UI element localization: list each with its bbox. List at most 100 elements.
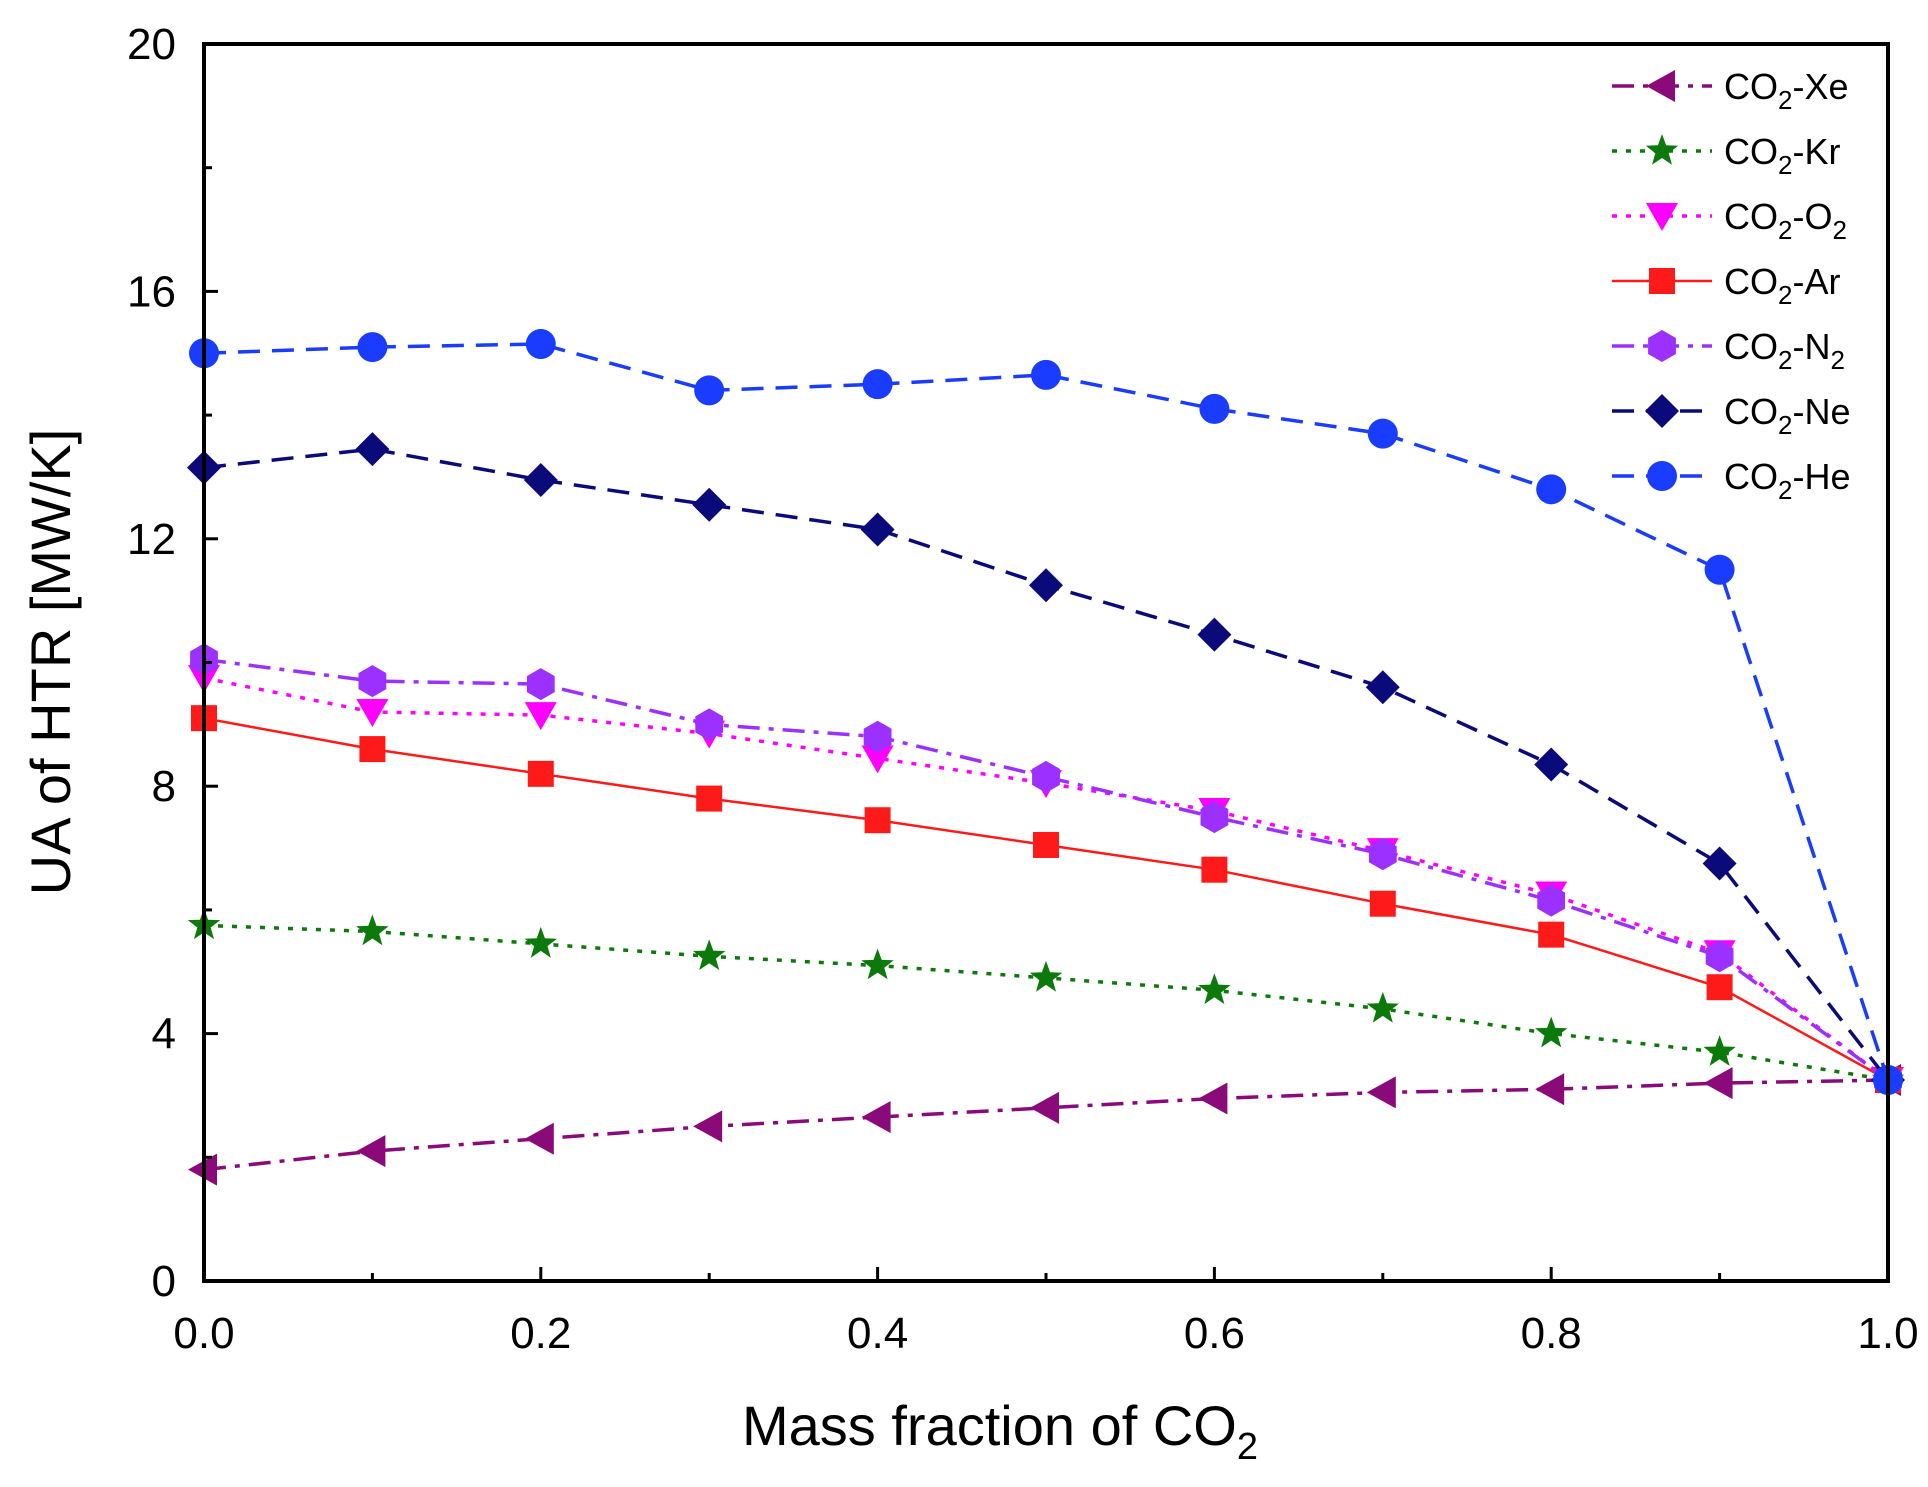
legend-label: CO2-O2 [1724, 196, 1847, 245]
data-point [1365, 670, 1400, 705]
y-tick-label: 12 [127, 515, 176, 564]
data-point [524, 1122, 554, 1155]
legend-marker [1646, 203, 1678, 231]
y-tick-label: 8 [152, 762, 176, 811]
x-tick-label: 0.0 [173, 1309, 234, 1358]
axis-layer: 0.0 0.2 0.4 0.6 0.8 1.0 0 4 8 12 16 20 [127, 20, 1919, 1358]
y-tick-label: 4 [152, 1010, 176, 1059]
data-point [1536, 474, 1567, 505]
x-axis-label-sub: 2 [1237, 1426, 1258, 1468]
data-point [694, 375, 725, 406]
legend-marker [1645, 134, 1679, 165]
legend-label: CO2-He [1724, 456, 1850, 505]
y-tick-label: 16 [127, 267, 176, 316]
y-tick-label: 0 [152, 1257, 176, 1306]
data-point [1367, 418, 1398, 449]
y-tick-label: 20 [127, 20, 176, 69]
data-point [524, 926, 557, 958]
data-point [693, 1110, 723, 1143]
x-axis-label: Mass fraction of CO2 [742, 1394, 1258, 1468]
data-point [355, 432, 390, 467]
data-point [356, 1135, 386, 1168]
data-point [1033, 831, 1059, 858]
data-point [1535, 1073, 1565, 1106]
data-point [692, 487, 727, 522]
series-CO2-Xe [188, 1063, 1901, 1186]
data-point [860, 512, 895, 547]
data-point [1369, 890, 1396, 917]
legend-marker [1649, 268, 1675, 294]
legend: CO2-Xe CO2-Kr CO2-O2 CO2-Ar CO2-N2 CO2-Ne CO2-… [1612, 66, 1850, 505]
data-point [1703, 1067, 1733, 1100]
legend-marker [1648, 330, 1676, 362]
legend-item-CO2-Ne: CO2-Ne [1612, 391, 1850, 440]
series-CO2-He [189, 328, 1903, 1095]
data-point [1032, 760, 1060, 793]
legend-item-CO2-Ar: CO2-Ar [1612, 261, 1840, 310]
data-point [524, 702, 557, 731]
legend-label: CO2-N2 [1724, 326, 1845, 375]
data-point [864, 807, 891, 834]
x-tick-label: 0.8 [1521, 1309, 1582, 1358]
data-point [1704, 554, 1735, 585]
data-point [861, 948, 894, 980]
data-point [862, 369, 893, 400]
y-axis-label: UA of HTR [MW/K] [19, 429, 82, 896]
legend-label: CO2-Kr [1724, 131, 1840, 180]
data-point [1535, 1016, 1568, 1048]
series-line [203, 923, 1889, 1082]
data-point [1199, 393, 1230, 424]
data-point [1368, 838, 1397, 871]
legend-item-CO2-He: CO2-He [1612, 456, 1850, 505]
x-tick-label: 0.2 [510, 1309, 571, 1358]
data-point [861, 1101, 891, 1134]
data-point [1703, 1035, 1736, 1066]
data-point [1197, 617, 1232, 652]
legend-item-CO2-Kr: CO2-Kr [1612, 131, 1840, 180]
data-point [358, 665, 387, 698]
data-point [1706, 974, 1733, 1001]
data-point [1538, 921, 1565, 948]
legend-label: CO2-Xe [1724, 66, 1849, 115]
legend-item-CO2-O2: CO2-O2 [1612, 196, 1847, 245]
series-line [203, 1078, 1889, 1172]
x-tick-label: 1.0 [1857, 1309, 1918, 1358]
series-CO2-Ne [187, 432, 1905, 1097]
data-point [359, 736, 386, 763]
data-point [1030, 1091, 1059, 1124]
data-point [1702, 846, 1737, 881]
series-CO2-O2 [188, 664, 1904, 1095]
series-CO2-Kr [187, 908, 1905, 1094]
series-layer [187, 328, 1905, 1186]
data-point [693, 939, 726, 970]
data-point [1705, 940, 1734, 973]
data-point [695, 708, 724, 741]
legend-label: CO2-Ar [1724, 261, 1840, 310]
data-point [1366, 1076, 1396, 1109]
x-axis-label-main: Mass fraction of CO [742, 1394, 1237, 1457]
data-point [523, 463, 558, 498]
legend-marker [1646, 70, 1675, 102]
x-tick-label: 0.4 [847, 1309, 908, 1358]
data-point [1031, 359, 1061, 390]
data-point [1029, 568, 1063, 603]
x-tick-label: 0.6 [1184, 1309, 1245, 1358]
series-CO2-N2 [190, 643, 1902, 1096]
data-point [356, 914, 389, 946]
data-point [1198, 973, 1231, 1005]
data-point [527, 760, 554, 787]
series-line [203, 657, 1890, 1082]
data-point [863, 720, 892, 753]
data-point [861, 745, 894, 774]
data-point [356, 698, 389, 727]
legend-marker [1645, 394, 1679, 428]
legend-label: CO2-Ne [1724, 391, 1850, 440]
legend-item-CO2-N2: CO2-N2 [1612, 326, 1845, 375]
plot-frame [202, 42, 1890, 1283]
data-point [357, 332, 388, 363]
data-point [526, 668, 555, 701]
data-point [696, 785, 723, 812]
legend-marker [1647, 461, 1677, 491]
data-point [1201, 856, 1228, 883]
